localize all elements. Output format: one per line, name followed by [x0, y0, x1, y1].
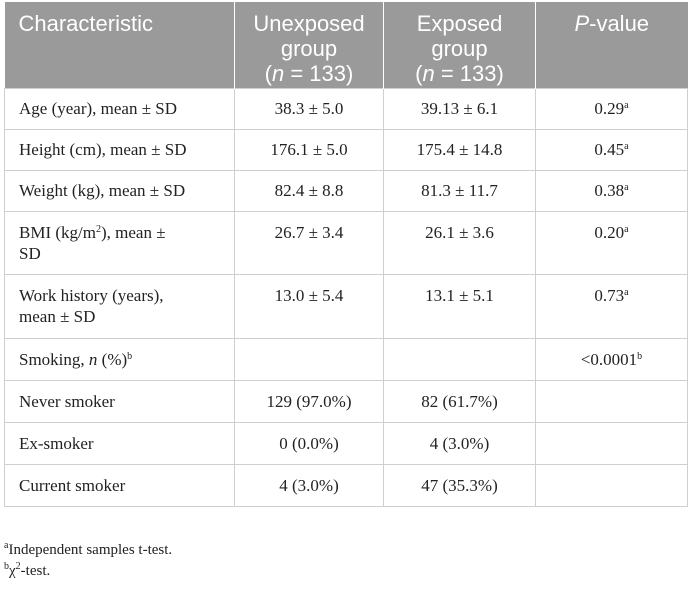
- exposed-value: 82 (61.7%): [383, 379, 536, 423]
- unexposed-value: 13.0 ± 5.4: [234, 273, 384, 339]
- p-value: 0.29a: [535, 87, 688, 130]
- row-label: Age (year), mean ± SD: [4, 87, 235, 130]
- p-value: [535, 379, 688, 423]
- table-row: Weight (kg), mean ± SD 82.4 ± 8.8 81.3 ±…: [4, 169, 688, 212]
- p-value: [535, 463, 688, 507]
- exposed-value: 26.1 ± 3.6: [383, 210, 536, 275]
- unexposed-value: 0 (0.0%): [234, 421, 384, 465]
- characteristics-table-container: Characteristic Unexposed group (n = 133)…: [4, 2, 688, 507]
- p-value: [535, 421, 688, 465]
- exposed-value: 175.4 ± 14.8: [383, 128, 536, 171]
- exposed-value: 81.3 ± 11.7: [383, 169, 536, 212]
- row-label: Smoking, n (%)b: [4, 337, 235, 381]
- table-footnotes: aIndependent samples t-test. bχ2-test.: [4, 540, 172, 582]
- unexposed-value: [234, 337, 384, 381]
- header-p-value: P-value: [535, 2, 688, 88]
- table-row: BMI (kg/m2), mean ± SD 26.7 ± 3.4 26.1 ± …: [4, 210, 688, 275]
- row-label: Work history (years), mean ± SD: [4, 273, 235, 339]
- table-row: Work history (years), mean ± SD 13.0 ± 5.…: [4, 273, 688, 339]
- exposed-value: 47 (35.3%): [383, 463, 536, 507]
- table-row: Current smoker 4 (3.0%) 47 (35.3%): [4, 463, 688, 507]
- table-row: Height (cm), mean ± SD 176.1 ± 5.0 175.4…: [4, 128, 688, 171]
- header-exposed-group: Exposed group (n = 133): [383, 2, 536, 88]
- table-row: Age (year), mean ± SD 38.3 ± 5.0 39.13 ±…: [4, 87, 688, 130]
- p-value: 0.38a: [535, 169, 688, 212]
- exposed-value: 4 (3.0%): [383, 421, 536, 465]
- footnote-a: aIndependent samples t-test.: [4, 540, 173, 559]
- unexposed-value: 129 (97.0%): [234, 379, 384, 423]
- row-label: Never smoker: [4, 379, 235, 423]
- row-label: Weight (kg), mean ± SD: [4, 169, 235, 212]
- table-row: Ex-smoker 0 (0.0%) 4 (3.0%): [4, 421, 688, 465]
- row-label: BMI (kg/m2), mean ± SD: [4, 210, 235, 275]
- row-label: Height (cm), mean ± SD: [4, 128, 235, 171]
- header-unexposed-n: (n = 133): [264, 61, 354, 86]
- p-value: 0.45a: [535, 128, 688, 171]
- unexposed-value: 38.3 ± 5.0: [234, 87, 384, 130]
- unexposed-value: 4 (3.0%): [234, 463, 384, 507]
- p-value: 0.20a: [535, 210, 688, 275]
- unexposed-value: 176.1 ± 5.0: [234, 128, 384, 171]
- row-label: Ex-smoker: [4, 421, 235, 465]
- header-characteristic: Characteristic: [4, 2, 235, 88]
- header-unexposed-group: Unexposed group (n = 133): [234, 2, 384, 88]
- table-row: Never smoker 129 (97.0%) 82 (61.7%): [4, 379, 688, 423]
- exposed-value: 13.1 ± 5.1: [383, 273, 536, 339]
- table-header-row: Characteristic Unexposed group (n = 133)…: [4, 2, 688, 88]
- exposed-value: [383, 337, 536, 381]
- unexposed-value: 26.7 ± 3.4: [234, 210, 384, 275]
- p-value: 0.73a: [535, 273, 688, 339]
- characteristics-table: Characteristic Unexposed group (n = 133)…: [4, 2, 688, 507]
- row-label: Current smoker: [4, 463, 235, 507]
- unexposed-value: 82.4 ± 8.8: [234, 169, 384, 212]
- p-value: <0.0001b: [535, 337, 688, 381]
- exposed-value: 39.13 ± 6.1: [383, 87, 536, 130]
- table-row: Smoking, n (%)b <0.0001b: [4, 337, 688, 381]
- footnote-b: bχ2-test.: [4, 561, 51, 580]
- header-exposed-n: (n = 133): [415, 61, 504, 86]
